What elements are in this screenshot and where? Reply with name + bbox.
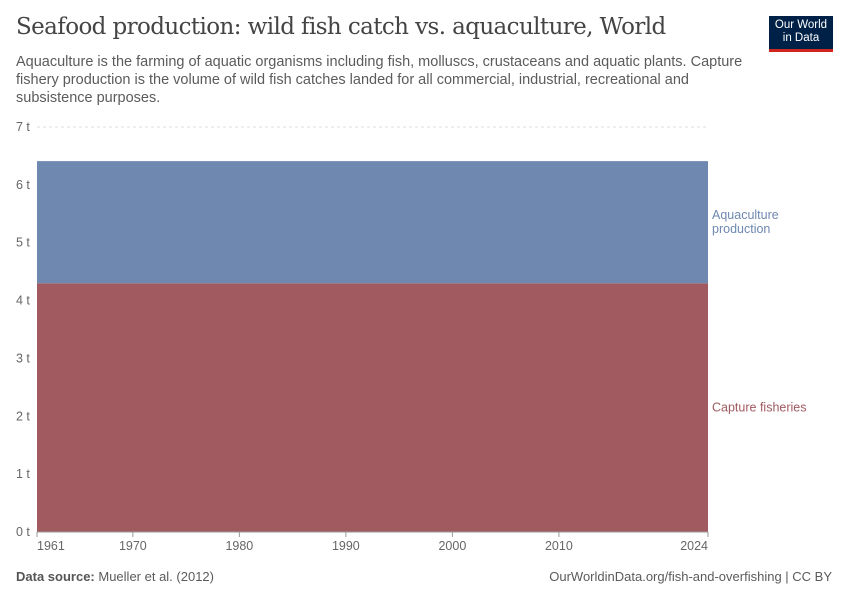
x-tick-label: 2010	[545, 539, 573, 553]
footer-url[interactable]: OurWorldinData.org/fish-and-overfishing …	[549, 569, 832, 584]
y-tick-label: 4 t	[16, 294, 30, 308]
x-tick-label: 1980	[225, 539, 253, 553]
y-tick-label: 5 t	[16, 236, 30, 250]
chart-title: Seafood production: wild fish catch vs. …	[16, 14, 666, 40]
x-tick-label: 2024	[680, 539, 708, 553]
y-tick-label: 1 t	[16, 467, 30, 481]
x-tick-label: 1961	[37, 539, 65, 553]
source-label: Data source:	[16, 569, 95, 584]
chart-subtitle: Aquaculture is the farming of aquatic or…	[16, 54, 743, 106]
data-source: Data source: Mueller et al. (2012)	[16, 569, 214, 584]
x-tick-label: 2000	[438, 539, 466, 553]
y-tick-label: 6 t	[16, 178, 30, 192]
area-capture-fisheries	[37, 283, 708, 532]
y-tick-label: 2 t	[16, 409, 30, 423]
y-tick-label: 7 t	[16, 120, 30, 134]
area-aquaculture-production	[37, 161, 708, 284]
source-link[interactable]: Mueller et al. (2012)	[98, 569, 214, 584]
x-tick-label: 1990	[332, 539, 360, 553]
series-label: Capture fisheries	[712, 401, 807, 415]
series-label: Aquaculture production	[712, 208, 779, 236]
x-tick-label: 1970	[119, 539, 147, 553]
owid-logo[interactable]: Our World in Data	[769, 16, 833, 52]
y-tick-label: 3 t	[16, 351, 30, 365]
y-tick-label: 0 t	[16, 525, 30, 539]
